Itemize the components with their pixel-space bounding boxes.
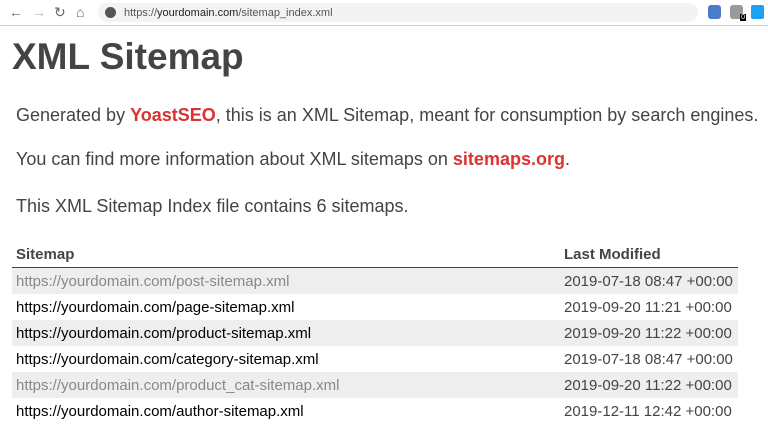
header-sitemap: Sitemap bbox=[12, 243, 560, 268]
header-last-modified: Last Modified bbox=[560, 243, 738, 268]
sitemap-link[interactable]: https://yourdomain.com/product-sitemap.x… bbox=[16, 324, 312, 342]
address-bar[interactable]: https://yourdomain.com/sitemap_index.xml bbox=[98, 3, 698, 22]
sitemap-table: Sitemap Last Modified https://yourdomain… bbox=[12, 243, 738, 424]
yoast-link[interactable]: YoastSEO bbox=[130, 105, 216, 125]
intro-before: Generated by bbox=[16, 105, 131, 125]
extension-user-icon[interactable] bbox=[708, 5, 721, 19]
twitter-icon[interactable] bbox=[751, 5, 764, 19]
globe-icon bbox=[105, 7, 116, 18]
table-row: https://yourdomain.com/post-sitemap.xml 2… bbox=[12, 267, 738, 294]
table-row: https://yourdomain.com/product-sitemap.x… bbox=[12, 320, 738, 346]
table-row: https://yourdomain.com/category-sitemap.… bbox=[12, 346, 738, 372]
info-before: You can find more information about XML … bbox=[16, 149, 453, 169]
table-row: https://yourdomain.com/page-sitemap.xml 2… bbox=[12, 294, 738, 320]
last-modified-cell: 2019-07-18 08:47 +00:00 bbox=[564, 350, 733, 368]
sitemap-cell: https://yourdomain.com/product_cat-sitem… bbox=[12, 372, 560, 398]
table-row: https://yourdomain.com/author-sitemap.xm… bbox=[12, 398, 738, 424]
sitemap-cell: https://yourdomain.com/category-sitemap.… bbox=[12, 346, 560, 372]
forward-icon[interactable]: → bbox=[32, 4, 46, 20]
reload-icon[interactable]: ↻ bbox=[54, 4, 66, 20]
count-text: This XML Sitemap Index file contains 6 s… bbox=[16, 196, 409, 216]
url-path: /sitemap_index.xml bbox=[238, 6, 333, 19]
sitemap-link[interactable]: https://yourdomain.com/category-sitemap.… bbox=[16, 350, 319, 368]
last-modified-cell: 2019-09-20 11:22 +00:00 bbox=[560, 320, 738, 346]
intro-text: Generated by YoastSEO, this is an XML Si… bbox=[16, 105, 758, 126]
extension-badge: 0 bbox=[740, 14, 746, 21]
info-text: You can find more information about XML … bbox=[16, 149, 570, 170]
sitemap-link[interactable]: https://yourdomain.com/product_cat-sitem… bbox=[16, 376, 340, 394]
page-title: XML Sitemap bbox=[12, 36, 244, 77]
sitemap-cell: https://yourdomain.com/author-sitemap.xm… bbox=[12, 398, 560, 424]
url-domain: yourdomain.com bbox=[157, 6, 239, 19]
last-modified-cell: 2019-09-20 11:22 +00:00 bbox=[560, 372, 738, 398]
sitemap-link[interactable]: https://yourdomain.com/page-sitemap.xml bbox=[16, 298, 295, 316]
intro-after: , this is an XML Sitemap, meant for cons… bbox=[215, 105, 759, 125]
sitemap-cell: https://yourdomain.com/post-sitemap.xml bbox=[12, 267, 560, 294]
sitemap-cell: https://yourdomain.com/page-sitemap.xml bbox=[12, 294, 560, 320]
last-modified-cell: 2019-12-11 12:42 +00:00 bbox=[564, 402, 732, 420]
table-row: https://yourdomain.com/product_cat-sitem… bbox=[12, 372, 738, 398]
url-prefix: https:// bbox=[124, 6, 158, 19]
sitemap-cell: https://yourdomain.com/product-sitemap.x… bbox=[12, 320, 560, 346]
extension-lock-icon[interactable]: 0 bbox=[730, 5, 746, 21]
back-icon[interactable]: ← bbox=[9, 4, 23, 20]
sitemap-link[interactable]: https://yourdomain.com/post-sitemap.xml bbox=[16, 272, 290, 290]
last-modified-cell: 2019-09-20 11:21 +00:00 bbox=[564, 298, 732, 316]
last-modified-cell: 2019-07-18 08:47 +00:00 bbox=[560, 267, 738, 294]
sitemap-link[interactable]: https://yourdomain.com/author-sitemap.xm… bbox=[16, 402, 304, 420]
info-after: . bbox=[564, 149, 570, 169]
home-icon[interactable]: ⌂ bbox=[76, 4, 85, 20]
sitemaps-org-link[interactable]: sitemaps.org bbox=[452, 149, 565, 169]
browser-toolbar: ← → ↻ ⌂ https://yourdomain.com/sitemap_i… bbox=[0, 0, 768, 26]
